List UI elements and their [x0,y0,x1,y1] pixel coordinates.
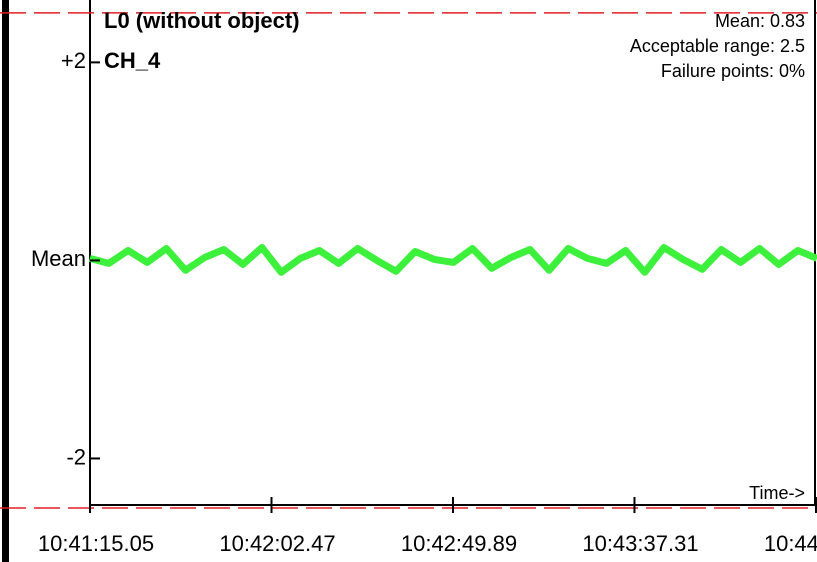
left-frame [2,0,9,562]
chart-title: L0 (without object) [104,8,300,33]
x-tick-label: 10:41:15.05 [38,531,154,556]
x-tick-label: 10:42:49.89 [401,531,517,556]
x-tick-label: 10:42:02.47 [219,531,335,556]
x-tick-label: 10:44:24.73 [764,531,817,556]
annotation: Acceptable range: 2.5 [630,36,805,56]
annotation: Failure points: 0% [661,61,805,81]
signal-line [88,244,817,276]
y-tick-label: Mean [31,246,86,271]
x-tick-label: 10:43:37.31 [582,531,698,556]
subtitle: CH_4 [104,48,161,73]
y-tick-label: +2 [61,48,86,73]
y-tick-label: -2 [66,444,86,469]
x-axis-label: Time-> [749,483,805,503]
annotation: Mean: 0.83 [715,11,805,31]
